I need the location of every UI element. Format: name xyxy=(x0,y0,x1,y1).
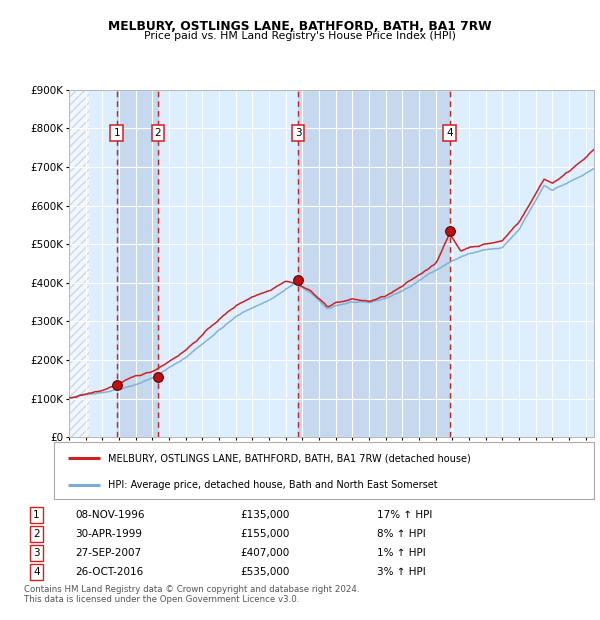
Text: 1: 1 xyxy=(113,128,120,138)
Text: £535,000: £535,000 xyxy=(241,567,290,577)
Text: 4: 4 xyxy=(446,128,453,138)
Text: 3% ↑ HPI: 3% ↑ HPI xyxy=(377,567,426,577)
Text: 30-APR-1999: 30-APR-1999 xyxy=(76,529,142,539)
Text: £407,000: £407,000 xyxy=(241,548,290,558)
Bar xyxy=(298,90,449,437)
Text: 2: 2 xyxy=(155,128,161,138)
Text: 08-NOV-1996: 08-NOV-1996 xyxy=(76,510,145,520)
Bar xyxy=(116,90,158,437)
Text: 4: 4 xyxy=(33,567,40,577)
Text: MELBURY, OSTLINGS LANE, BATHFORD, BATH, BA1 7RW: MELBURY, OSTLINGS LANE, BATHFORD, BATH, … xyxy=(108,20,492,33)
Text: 27-SEP-2007: 27-SEP-2007 xyxy=(76,548,142,558)
Text: HPI: Average price, detached house, Bath and North East Somerset: HPI: Average price, detached house, Bath… xyxy=(108,480,437,490)
Text: MELBURY, OSTLINGS LANE, BATHFORD, BATH, BA1 7RW (detached house): MELBURY, OSTLINGS LANE, BATHFORD, BATH, … xyxy=(108,453,471,463)
Text: 1: 1 xyxy=(33,510,40,520)
Text: 2: 2 xyxy=(33,529,40,539)
Text: £155,000: £155,000 xyxy=(241,529,290,539)
Text: 17% ↑ HPI: 17% ↑ HPI xyxy=(377,510,433,520)
Text: 3: 3 xyxy=(295,128,301,138)
Text: £135,000: £135,000 xyxy=(241,510,290,520)
Text: Price paid vs. HM Land Registry's House Price Index (HPI): Price paid vs. HM Land Registry's House … xyxy=(144,31,456,41)
Text: 26-OCT-2016: 26-OCT-2016 xyxy=(76,567,143,577)
Text: 8% ↑ HPI: 8% ↑ HPI xyxy=(377,529,426,539)
Text: 3: 3 xyxy=(33,548,40,558)
Text: 1% ↑ HPI: 1% ↑ HPI xyxy=(377,548,426,558)
Bar xyxy=(69,90,89,437)
Text: Contains HM Land Registry data © Crown copyright and database right 2024.
This d: Contains HM Land Registry data © Crown c… xyxy=(24,585,359,604)
